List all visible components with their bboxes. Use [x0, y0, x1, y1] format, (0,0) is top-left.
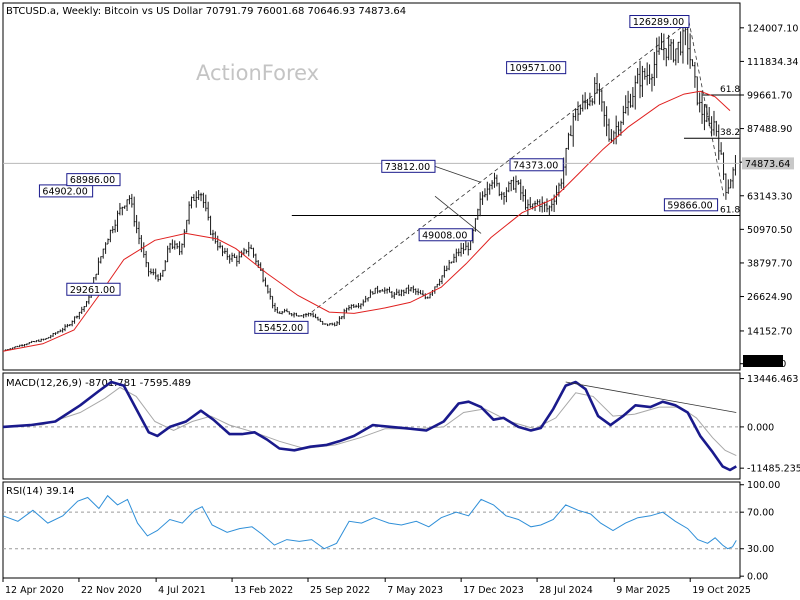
time-tick-label: 13 Feb 2022: [234, 585, 293, 596]
price-tick-label: 87488.90: [747, 124, 792, 135]
last-price-box: [742, 157, 794, 170]
price-annotation-box: [381, 159, 436, 173]
macd-line: [2, 380, 737, 472]
rsi-line: [2, 494, 737, 550]
time-tick-label: 28 Jul 2024: [539, 585, 593, 596]
price-annotation-box: [66, 282, 121, 296]
time-tick-label: 4 Jul 2021: [158, 585, 206, 596]
price-tick-label: 111834.34: [747, 57, 798, 68]
rsi-tick-label: 0.00: [747, 572, 768, 583]
price-annotation-label: 59866.00: [667, 200, 712, 211]
macd-tick-label: -11485.235: [747, 464, 800, 475]
rsi-title: RSI(14) 39.14: [6, 486, 75, 497]
price-tick-label: 26624.90: [747, 292, 792, 303]
price-title: BTCUSD.a, Weekly: Bitcoin vs US Dollar 7…: [6, 6, 406, 17]
price-annotation-label: 73812.00: [385, 162, 430, 173]
price-panel-frame: [2, 2, 741, 371]
price-trendline: [311, 21, 690, 313]
price-annotation-label: 74373.00: [513, 160, 558, 171]
price-tick-label: 124007.10: [747, 23, 798, 34]
rsi-tick-label: 100.00: [747, 480, 780, 491]
time-tick-label: 7 May 2023: [387, 585, 443, 596]
moving-average-line: [2, 90, 731, 352]
price-annotation-box: [66, 173, 121, 187]
price-annotation-box: [506, 61, 567, 75]
zero-label-box: [743, 355, 783, 367]
macd-trendline: [565, 381, 737, 413]
time-tick-label: 25 Sep 2022: [310, 585, 370, 596]
price-trendline: [434, 195, 482, 234]
zero-label: 0.00: [747, 356, 768, 367]
time-tick-label: 9 Mar 2025: [616, 585, 670, 596]
price-trendline: [434, 165, 482, 183]
price-tick-label: 50970.50: [747, 225, 792, 236]
price-annotation-label: 64902.00: [42, 186, 87, 197]
last-price-marker: 74873.64: [3, 157, 794, 170]
price-annotation-label: 49008.00: [422, 230, 467, 241]
macd-tick-label: 0.000: [747, 422, 774, 433]
price-trendlines: [311, 21, 725, 313]
time-tick-label: 19 Oct 2025: [692, 585, 751, 596]
macd-title: MACD(12,26,9) -8701.781 -7595.489: [6, 378, 191, 389]
time-tick-label: 17 Dec 2023: [463, 585, 524, 596]
price-annotation-box: [629, 15, 690, 29]
time-tick-label: 12 Apr 2020: [5, 585, 64, 596]
price-annotation-label: 68986.00: [70, 175, 115, 186]
fib-level-label: 38.2: [720, 128, 740, 138]
rsi-panel-frame: [2, 481, 741, 579]
price-annotation-label: 15452.00: [258, 323, 303, 334]
rsi-tick-label: 30.00: [747, 544, 774, 555]
macd-trendline-segment: [565, 381, 737, 413]
time-axis: 12 Apr 2020 22 Nov 2020 4 Jul 2021 13 Feb 2…: [2, 578, 751, 596]
price-trendline: [688, 21, 725, 197]
watermark: ActionForex: [196, 61, 319, 85]
price-tick-label: 38797.70: [747, 258, 792, 269]
price-annotation-box: [509, 158, 564, 172]
price-annotation-label: 109571.00: [510, 63, 561, 74]
price-tick-label: 14152.70: [747, 326, 792, 337]
last-price-label: 74873.64: [745, 159, 790, 170]
time-tick-label: 22 Nov 2020: [81, 585, 142, 596]
price-annotation-label: 126289.00: [633, 17, 684, 28]
price-tick-label: 63143.30: [747, 191, 792, 202]
price-series: [4, 19, 737, 352]
fib-level-label: 61.8: [720, 85, 740, 95]
price-annotation-box: [38, 184, 94, 198]
price-annotation-label: 29261.00: [70, 285, 115, 296]
price-annotation-box: [418, 228, 473, 242]
price-tick-label: 99661.70: [747, 90, 792, 101]
rsi-tick-label: 70.00: [747, 508, 774, 519]
price-annotation-box: [663, 198, 719, 212]
fib-level-label: 61.8: [720, 205, 740, 215]
fibonacci-levels: 61.8 38.2 61.8: [291, 85, 740, 216]
macd-tick-label: 13446.463: [747, 374, 798, 385]
rsi-axis: 100.00 70.00 30.00 0.00: [3, 480, 780, 583]
price-annotation-box: [254, 320, 309, 334]
